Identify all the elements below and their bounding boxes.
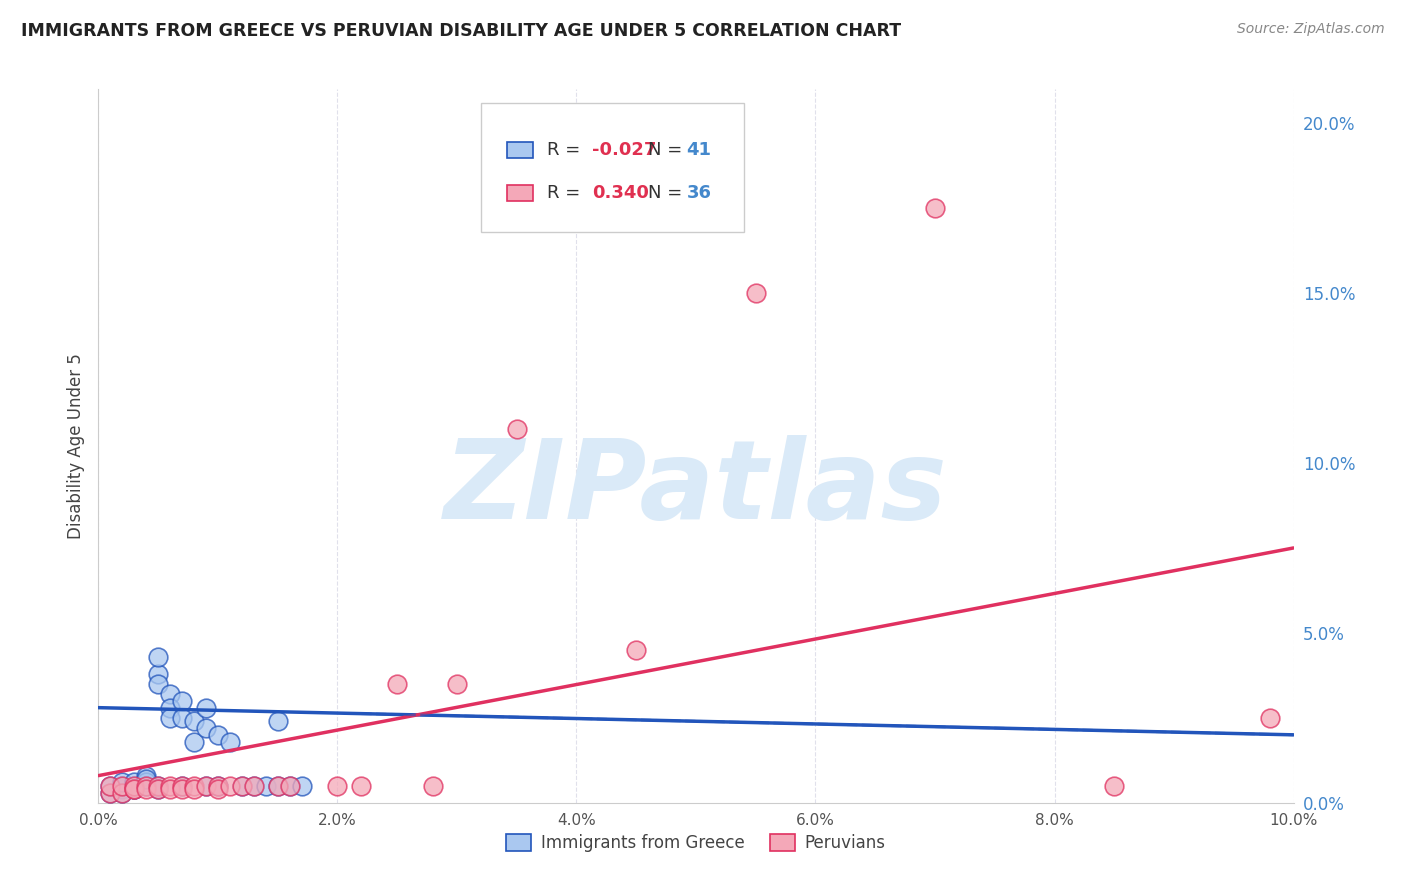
- Text: Source: ZipAtlas.com: Source: ZipAtlas.com: [1237, 22, 1385, 37]
- Point: [207, 782, 229, 797]
- Point: [350, 779, 373, 793]
- Point: [172, 711, 194, 725]
- Text: ZIPatlas: ZIPatlas: [444, 435, 948, 542]
- Point: [135, 782, 157, 797]
- Point: [219, 779, 242, 793]
- Point: [148, 779, 170, 793]
- Point: [207, 779, 229, 793]
- Point: [254, 779, 277, 793]
- Point: [148, 782, 170, 797]
- Legend: Immigrants from Greece, Peruvians: Immigrants from Greece, Peruvians: [499, 827, 893, 859]
- Point: [159, 700, 181, 714]
- Point: [195, 721, 218, 735]
- Point: [278, 779, 301, 793]
- Point: [111, 779, 134, 793]
- Point: [231, 779, 253, 793]
- Point: [172, 779, 194, 793]
- Point: [124, 779, 146, 793]
- Point: [148, 677, 170, 691]
- Point: [446, 677, 468, 691]
- Point: [291, 779, 314, 793]
- Text: IMMIGRANTS FROM GREECE VS PERUVIAN DISABILITY AGE UNDER 5 CORRELATION CHART: IMMIGRANTS FROM GREECE VS PERUVIAN DISAB…: [21, 22, 901, 40]
- Point: [267, 779, 290, 793]
- Point: [124, 775, 146, 789]
- Point: [148, 649, 170, 664]
- Point: [135, 775, 157, 789]
- Point: [98, 786, 122, 800]
- Point: [135, 779, 157, 793]
- FancyBboxPatch shape: [508, 142, 533, 158]
- Point: [111, 782, 134, 797]
- Point: [195, 779, 218, 793]
- Text: 36: 36: [686, 184, 711, 202]
- Point: [124, 779, 146, 793]
- Point: [183, 714, 205, 729]
- Point: [183, 779, 205, 793]
- Text: N =: N =: [648, 141, 688, 159]
- Point: [924, 201, 946, 215]
- Point: [172, 694, 194, 708]
- Point: [422, 779, 444, 793]
- Point: [326, 779, 349, 793]
- Point: [124, 782, 146, 797]
- Point: [183, 782, 205, 797]
- Point: [231, 779, 253, 793]
- Point: [207, 779, 229, 793]
- Text: R =: R =: [547, 184, 592, 202]
- Point: [148, 782, 170, 797]
- Point: [159, 711, 181, 725]
- Text: N =: N =: [648, 184, 688, 202]
- Point: [243, 779, 266, 793]
- Point: [172, 782, 194, 797]
- FancyBboxPatch shape: [481, 103, 744, 232]
- Point: [98, 786, 122, 800]
- Text: R =: R =: [547, 141, 585, 159]
- Point: [111, 775, 134, 789]
- Point: [124, 782, 146, 797]
- Point: [111, 786, 134, 800]
- Text: 0.340: 0.340: [592, 184, 650, 202]
- FancyBboxPatch shape: [508, 185, 533, 201]
- Point: [148, 666, 170, 681]
- Y-axis label: Disability Age Under 5: Disability Age Under 5: [66, 353, 84, 539]
- Text: -0.027: -0.027: [592, 141, 657, 159]
- Point: [219, 734, 242, 748]
- Point: [385, 677, 409, 691]
- Point: [626, 643, 648, 657]
- Point: [243, 779, 266, 793]
- Point: [135, 779, 157, 793]
- Point: [135, 772, 157, 786]
- Point: [172, 779, 194, 793]
- Text: 41: 41: [686, 141, 711, 159]
- Point: [267, 714, 290, 729]
- Point: [159, 687, 181, 701]
- Point: [124, 782, 146, 797]
- Point: [278, 779, 301, 793]
- Point: [124, 782, 146, 797]
- Point: [111, 786, 134, 800]
- Point: [98, 779, 122, 793]
- Point: [195, 779, 218, 793]
- Point: [159, 779, 181, 793]
- Point: [148, 779, 170, 793]
- Point: [1258, 711, 1281, 725]
- Point: [267, 779, 290, 793]
- Point: [195, 700, 218, 714]
- Point: [506, 422, 529, 436]
- Point: [183, 734, 205, 748]
- Point: [1104, 779, 1126, 793]
- Point: [135, 769, 157, 783]
- Point: [207, 728, 229, 742]
- Point: [111, 779, 134, 793]
- Point: [98, 779, 122, 793]
- Point: [745, 286, 768, 301]
- Point: [159, 782, 181, 797]
